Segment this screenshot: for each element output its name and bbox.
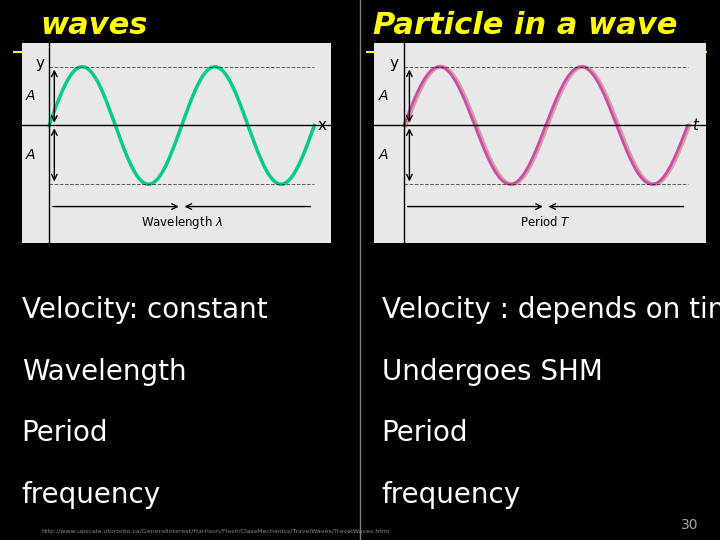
Text: http://www.upscale.utoronto.ca/GeneralInterest/Harrison/Flash/ClassMechanics/Tra: http://www.upscale.utoronto.ca/GeneralIn… xyxy=(42,529,390,535)
Text: A: A xyxy=(379,89,388,103)
Text: t: t xyxy=(693,118,698,133)
Text: Period $T$: Period $T$ xyxy=(521,215,571,230)
Text: Wavelength: Wavelength xyxy=(22,357,186,386)
Text: Wavelength $\lambda$: Wavelength $\lambda$ xyxy=(140,214,222,231)
Text: Undergoes SHM: Undergoes SHM xyxy=(382,357,603,386)
Text: Velocity: constant: Velocity: constant xyxy=(22,296,267,324)
Text: frequency: frequency xyxy=(22,481,161,509)
Text: waves: waves xyxy=(40,11,148,40)
Text: A: A xyxy=(25,148,35,162)
Text: frequency: frequency xyxy=(382,481,521,509)
Text: Period: Period xyxy=(382,419,468,447)
Text: A: A xyxy=(25,89,35,103)
Text: Period: Period xyxy=(22,419,108,447)
Text: 30: 30 xyxy=(681,517,698,531)
Text: x: x xyxy=(318,118,326,133)
Text: Particle in a wave: Particle in a wave xyxy=(374,11,678,40)
Text: y: y xyxy=(389,56,398,71)
Text: Velocity : depends on time: Velocity : depends on time xyxy=(382,296,720,324)
Text: A: A xyxy=(379,148,388,162)
Text: y: y xyxy=(35,56,44,71)
